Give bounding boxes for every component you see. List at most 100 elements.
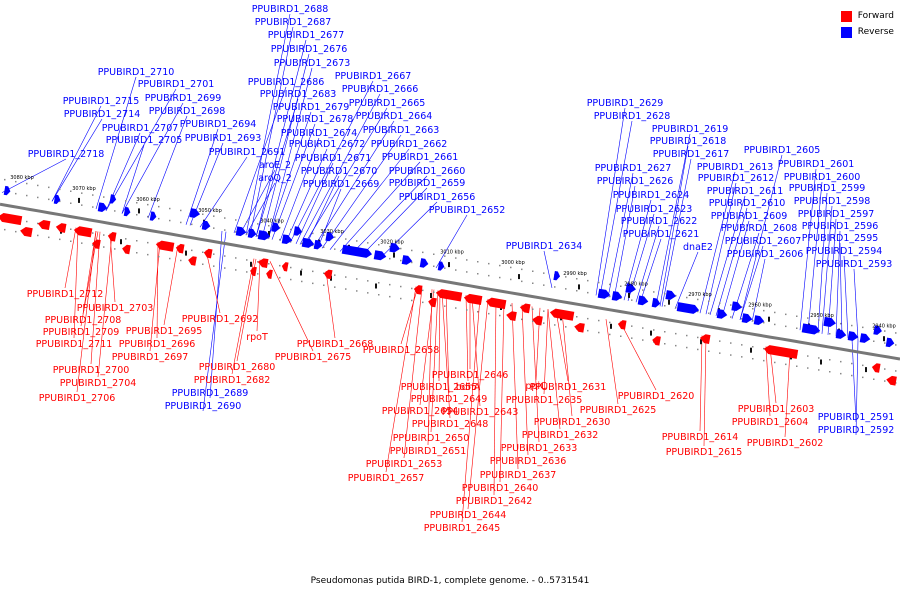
label-connector <box>270 261 313 351</box>
gene-label: PPUBIRD1_2597 <box>798 209 875 220</box>
track-dot <box>15 193 17 195</box>
track-dot <box>829 371 831 373</box>
reverse-gene-arrow <box>717 309 728 320</box>
gene-label: PPUBIRD1_2591 <box>818 412 895 423</box>
label-connector <box>206 250 220 313</box>
track-dot <box>389 258 391 260</box>
track-dot <box>235 219 237 221</box>
gene-label: PPUBIRD1_2665 <box>349 98 426 109</box>
gene-label: PPUBIRD1_2710 <box>98 67 175 78</box>
track-dot <box>37 185 39 187</box>
gene-label: rpoT <box>246 332 268 343</box>
track-dot <box>147 254 149 256</box>
tick-mark <box>883 336 885 341</box>
forward-swatch <box>841 11 852 22</box>
gene-label: PPUBIRD1_2611 <box>707 186 784 197</box>
track-dot <box>411 288 413 290</box>
reverse-gene-arrow <box>150 211 157 221</box>
track-dot <box>477 261 479 263</box>
label-connector <box>752 259 765 322</box>
track-dot <box>642 327 644 329</box>
track-dot <box>598 320 600 322</box>
track-dot <box>367 242 369 244</box>
track-dot <box>895 332 897 334</box>
track-dot <box>510 267 512 269</box>
tick-mark <box>518 274 520 279</box>
reverse-gene-arrow <box>342 245 373 259</box>
track-dot <box>862 377 864 379</box>
gene-label: PPUBIRD1_2593 <box>816 259 893 270</box>
gene-label: PPUBIRD1_2678 <box>277 114 354 125</box>
gene-label: PPUBIRD1_2661 <box>382 152 459 163</box>
gene-label: PPUBIRD1_2626 <box>597 176 674 187</box>
track-dot <box>675 345 677 347</box>
gene-label: PPUBIRD1_2651 <box>390 446 467 457</box>
gene-label: PPUBIRD1_2711 <box>36 339 113 350</box>
gene-label: PPUBIRD1_2636 <box>490 456 567 467</box>
forward-gene-arrow <box>257 257 268 268</box>
reverse-gene-arrow <box>886 338 895 348</box>
track-dot <box>246 259 248 261</box>
track-dot <box>400 260 402 262</box>
track-dot <box>873 379 875 381</box>
track-dot <box>543 284 545 286</box>
reverse-gene-arrow <box>598 289 611 300</box>
track-dot <box>37 235 39 237</box>
gene-label: PPUBIRD1_2653 <box>366 459 443 470</box>
gene-label: PPUBIRD1_2628 <box>594 111 671 122</box>
scale-label: 3070 kbp <box>72 186 96 192</box>
track-dot <box>466 259 468 261</box>
tick-mark <box>578 284 580 289</box>
track-dot <box>576 278 578 280</box>
gene-label: PPUBIRD1_2632 <box>522 430 599 441</box>
track-dot <box>642 289 644 291</box>
reverse-gene-arrow <box>652 298 661 308</box>
forward-gene-arrow <box>651 335 660 345</box>
track-dot <box>708 301 710 303</box>
track-dot <box>576 290 578 292</box>
track-dot <box>774 362 776 364</box>
track-dot <box>785 364 787 366</box>
gene-label: PPUBIRD1_2693 <box>185 133 262 144</box>
gene-label: PPUBIRD1_2673 <box>274 58 351 69</box>
gene-label: PPUBIRD1_2600 <box>784 172 861 183</box>
tick-mark <box>250 262 252 267</box>
track-dot <box>664 331 666 333</box>
gene-label: PPUBIRD1_2645 <box>424 523 501 534</box>
track-dot <box>851 363 853 365</box>
map-caption: Pseudomonas putida BIRD-1, complete geno… <box>0 576 900 586</box>
gene-label: PPUBIRD1_2615 <box>666 447 743 458</box>
label-connector <box>640 239 661 303</box>
gene-label: PPUBIRD1_2622 <box>621 216 698 227</box>
track-dot <box>884 368 886 370</box>
gene-label: PPUBIRD1_2686 <box>248 77 325 88</box>
forward-gene-arrow <box>175 243 184 253</box>
track-dot <box>785 326 787 328</box>
track-dot <box>884 330 886 332</box>
reverse-swatch <box>841 27 852 38</box>
track-dot <box>631 299 633 301</box>
track-dot <box>785 314 787 316</box>
track-dot <box>620 286 622 288</box>
track-dot <box>158 218 160 220</box>
gene-label: PPUBIRD1_2617 <box>653 149 730 160</box>
track-dot <box>81 204 83 206</box>
scale-label: 2980 kbp <box>624 281 648 287</box>
track-dot <box>510 305 512 307</box>
reverse-gene-arrow <box>754 315 765 326</box>
track-dot <box>257 223 259 225</box>
tick-mark <box>628 293 630 298</box>
tick-mark <box>138 208 140 213</box>
track-dot <box>103 196 105 198</box>
track-dot <box>26 195 28 197</box>
track-dot <box>180 260 182 262</box>
track-dot <box>807 367 809 369</box>
track-dot <box>48 187 50 189</box>
track-dot <box>15 231 17 233</box>
track-dot <box>631 337 633 339</box>
reverse-gene-arrow <box>4 186 11 196</box>
track-dot <box>774 324 776 326</box>
track-dot <box>158 206 160 208</box>
track-dot <box>411 300 413 302</box>
genome-map: 3080 kbp3070 kbp3060 kbp3050 kbp3040 kbp… <box>0 0 900 600</box>
